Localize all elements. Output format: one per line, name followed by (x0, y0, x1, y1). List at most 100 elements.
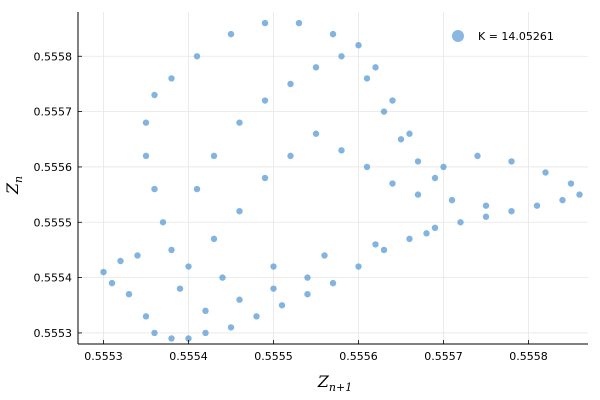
data-point (431, 224, 439, 231)
data-point (355, 42, 362, 49)
data-point (482, 202, 490, 209)
y-tick-label: 0.5553 (34, 327, 73, 340)
data-point (508, 208, 515, 215)
data-point (168, 335, 175, 342)
x-tick-label: 0.5555 (254, 350, 293, 363)
data-point (219, 274, 226, 281)
data-point (380, 246, 388, 254)
x-tick-label: 0.5558 (509, 350, 548, 363)
data-point (134, 252, 141, 259)
data-point (287, 80, 294, 88)
y-tick-label: 0.5558 (34, 50, 73, 63)
data-point (414, 158, 422, 165)
data-point (321, 252, 328, 259)
data-point (329, 30, 337, 38)
data-point (363, 75, 371, 82)
data-point (236, 296, 243, 303)
data-point (142, 119, 150, 126)
data-point (261, 97, 269, 104)
data-point (576, 191, 583, 198)
data-point (389, 97, 396, 104)
data-point (414, 191, 422, 198)
legend: K = 14.05261 (452, 30, 554, 43)
data-point (168, 246, 175, 254)
data-point (193, 53, 201, 60)
grid (78, 12, 588, 344)
legend-label: K = 14.05261 (478, 30, 554, 43)
data-point (372, 64, 379, 71)
data-point (117, 257, 124, 265)
data-point (151, 329, 158, 337)
x-tick-label: 0.5554 (169, 350, 208, 363)
data-point (168, 75, 175, 82)
y-tick-label: 0.5557 (34, 106, 73, 119)
data-point (236, 119, 243, 126)
point-cloud (100, 19, 583, 342)
data-point (440, 163, 447, 171)
data-point (567, 180, 575, 187)
data-point (338, 147, 345, 154)
data-point (142, 313, 150, 320)
data-point (227, 30, 235, 38)
data-point (108, 279, 116, 287)
data-point (542, 169, 549, 176)
data-point (295, 19, 303, 27)
data-point (253, 313, 260, 320)
data-point (457, 219, 464, 226)
y-axis-label: Zn (3, 176, 25, 195)
data-point (236, 208, 243, 215)
data-point (304, 291, 311, 298)
data-point (559, 196, 566, 204)
data-point (151, 91, 158, 99)
data-point (329, 279, 337, 287)
data-point (202, 307, 209, 314)
y-tick-label: 0.5554 (34, 272, 73, 285)
data-point (287, 152, 294, 160)
x-axis-label-subscript: n+1 (329, 381, 352, 394)
data-point (151, 185, 158, 193)
x-tick-label: 0.5553 (84, 350, 123, 363)
data-point (185, 263, 192, 270)
data-point (431, 174, 439, 182)
data-point (406, 130, 413, 137)
x-axis-label-main: Z (317, 372, 330, 391)
y-axis-label-subscript: n (12, 176, 25, 183)
data-point (100, 268, 107, 276)
data-point (125, 291, 133, 298)
x-axis-label: Zn+1 (317, 372, 352, 394)
data-point (270, 263, 277, 270)
data-point (355, 263, 362, 270)
y-axis-label-main: Z (3, 182, 22, 195)
data-point (142, 152, 150, 160)
data-point (423, 230, 430, 237)
data-point (380, 108, 388, 115)
data-point (278, 302, 286, 309)
data-point (312, 130, 320, 137)
data-point (397, 136, 405, 143)
data-point (193, 185, 201, 193)
y-tick-label: 0.5556 (34, 161, 73, 174)
axes (77, 12, 588, 345)
y-tick-label: 0.5555 (34, 216, 73, 229)
data-point (159, 219, 167, 226)
legend-marker (452, 30, 464, 42)
data-point (304, 274, 311, 281)
data-point (185, 335, 192, 342)
x-tick-label: 0.5556 (339, 350, 378, 363)
data-point (202, 329, 209, 337)
data-point (474, 152, 481, 160)
data-point (482, 213, 490, 220)
data-point (312, 64, 320, 71)
data-point (210, 235, 218, 243)
data-point (338, 53, 345, 60)
data-point (261, 174, 269, 182)
data-point (508, 158, 515, 165)
data-point (406, 235, 413, 243)
data-point (270, 285, 277, 292)
data-point (448, 196, 456, 204)
data-point (372, 241, 379, 248)
data-point (533, 202, 541, 209)
x-tick-label: 0.5557 (424, 350, 463, 363)
